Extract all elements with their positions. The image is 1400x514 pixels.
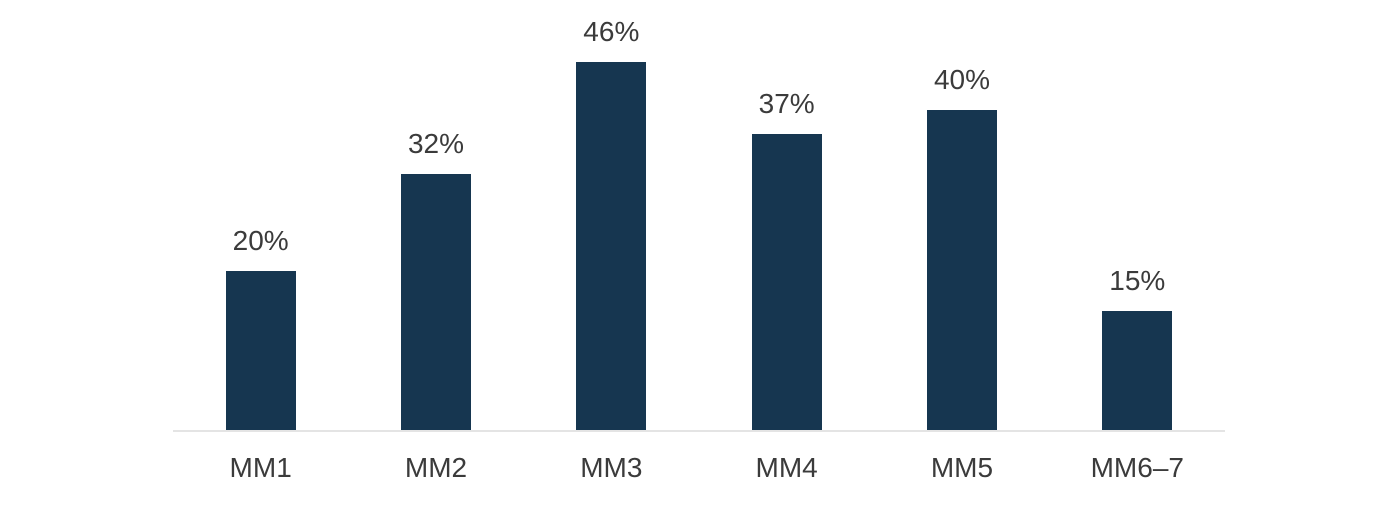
- bar-value-label: 46%: [583, 16, 640, 47]
- x-axis-tick-labels: MM1 MM2 MM3 MM4 MM5 MM6–7: [173, 451, 1225, 484]
- bar-value-label: 37%: [758, 88, 815, 119]
- bar: [751, 134, 822, 431]
- bar: [225, 271, 296, 431]
- x-axis-tick-label: MM5: [930, 452, 994, 483]
- bar-value-label: 15%: [1109, 265, 1166, 296]
- x-axis-tick-label: MM4: [755, 452, 818, 483]
- bar: [576, 62, 647, 431]
- x-axis-tick-label: MM3: [580, 452, 643, 483]
- bar-group: 40%: [874, 63, 1049, 431]
- x-axis-tick-label: MM1: [229, 452, 292, 483]
- plot-area: 20% 32% 46% 37% 40% 15%: [173, 0, 1225, 431]
- bar-group: 46%: [524, 15, 699, 431]
- bar-group: 15%: [1050, 264, 1225, 431]
- bar-group: 20%: [173, 224, 348, 431]
- x-axis-tick-label: MM2: [404, 452, 468, 483]
- x-axis-line: [173, 430, 1225, 432]
- bar: [926, 110, 997, 431]
- bar: [400, 174, 471, 431]
- bar-group: 32%: [348, 127, 523, 431]
- bar: [1102, 311, 1173, 431]
- x-axis-tick-label: MM6–7: [1090, 452, 1184, 483]
- bar-value-label: 40%: [933, 64, 990, 95]
- bar-value-label: 20%: [232, 225, 289, 256]
- bar-value-label: 32%: [407, 128, 465, 159]
- bar-group: 37%: [699, 87, 874, 431]
